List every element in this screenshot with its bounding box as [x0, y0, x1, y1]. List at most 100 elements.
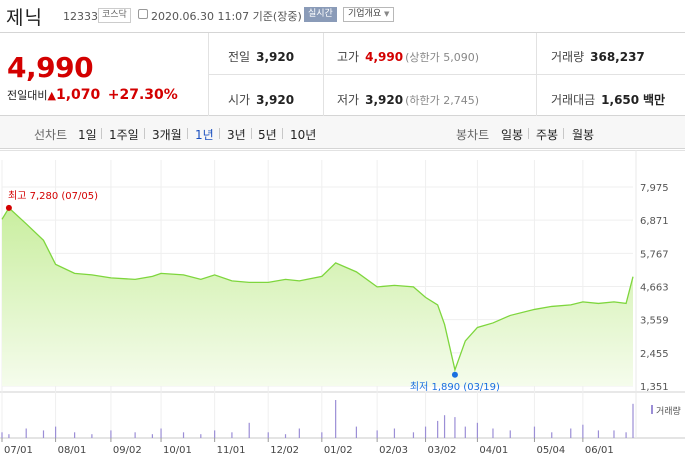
open-price: 시가 3,920	[228, 91, 294, 108]
volume-bar	[284, 434, 287, 438]
company-overview-dropdown[interactable]: 기업개요 ▼	[343, 7, 395, 22]
y-tick-label: 5,767	[640, 249, 669, 260]
divider	[219, 128, 220, 139]
volume-bar	[492, 428, 494, 438]
volume-bar	[437, 420, 439, 438]
volume-bar	[160, 428, 162, 438]
price-chart: 7,975 6,871 5,767 4,663 3,559 2,455 1,351 07/01…	[0, 150, 685, 460]
candle-weekly[interactable]: 주봉	[536, 128, 559, 142]
divider	[563, 128, 564, 139]
period-1w[interactable]: 1주일	[109, 128, 139, 142]
volume-bar	[582, 424, 584, 438]
amount-label: 거래대금	[551, 93, 596, 107]
lower-limit: (하한가 2,745)	[405, 94, 479, 107]
divider	[323, 33, 324, 117]
divider	[144, 128, 145, 139]
divider	[208, 74, 685, 75]
volume-bar	[393, 428, 396, 438]
divider	[251, 128, 252, 139]
volume-bar	[443, 415, 446, 438]
x-tick-label: 12/02	[270, 445, 299, 456]
volume: 거래량 368,237	[551, 48, 645, 65]
x-tick-label: 02/03	[379, 445, 408, 456]
volume-bar	[110, 430, 112, 438]
volume-bar	[321, 432, 323, 438]
prev-close-value: 3,920	[256, 50, 295, 64]
realtime-button[interactable]: 실시간	[304, 7, 337, 22]
clock-icon	[138, 9, 148, 19]
low-value: 3,920	[365, 93, 404, 107]
price-chart-svg: 7,975 6,871 5,767 4,663 3,559 2,455 1,351 07/01…	[0, 150, 685, 456]
company-overview-label: 기업개요	[348, 9, 382, 19]
divider	[528, 128, 529, 139]
candle-chart-label: 봉차트	[456, 128, 490, 142]
period-1d[interactable]: 1일	[78, 128, 97, 142]
stock-code: 123330	[63, 10, 105, 23]
period-10y[interactable]: 10년	[290, 128, 317, 142]
volume-bar	[464, 426, 466, 438]
volume-bar	[509, 430, 511, 438]
prev-close-label: 전일	[228, 50, 251, 64]
volume-bar	[412, 432, 415, 438]
y-tick-label: 4,663	[640, 283, 669, 294]
x-tick-label: 07/01	[4, 445, 33, 456]
price-area	[2, 207, 633, 386]
x-tick-label: 10/01	[163, 445, 192, 456]
period-3m[interactable]: 3개월	[152, 128, 182, 142]
up-arrow-icon: ▲	[47, 89, 56, 102]
volume-bar	[476, 422, 479, 438]
volume-bar	[214, 430, 216, 438]
open-value: 3,920	[256, 93, 295, 107]
x-tick-label: 01/02	[324, 445, 353, 456]
trade-amount: 거래대금 1,650 백만	[551, 91, 665, 108]
line-chart-label: 선차트	[34, 128, 68, 142]
volume-bar	[551, 432, 553, 438]
volume-legend-swatch	[651, 405, 653, 414]
divider	[101, 128, 102, 139]
volume-bar	[151, 434, 154, 438]
volume-bar	[298, 428, 300, 438]
x-tick-label: 11/01	[217, 445, 246, 456]
volume-bar	[8, 434, 10, 438]
x-tick-label: 04/01	[479, 445, 508, 456]
y-tick-label: 2,455	[640, 349, 669, 360]
current-price: 4,990	[7, 51, 94, 84]
volume-bar	[454, 417, 456, 438]
volume-bar	[533, 426, 536, 438]
y-tick-label: 3,559	[640, 316, 669, 327]
candle-monthly[interactable]: 월봉	[572, 128, 595, 142]
low-label: 저가	[337, 93, 360, 107]
low-marker	[451, 371, 458, 378]
volume-bar	[248, 422, 250, 438]
volume-bar	[1, 432, 3, 438]
high-label: 고가	[337, 50, 360, 64]
period-3y[interactable]: 3년	[227, 128, 246, 142]
change-label: 전일대비	[7, 89, 48, 102]
high-annotation: 최고 7,280 (07/05)	[8, 190, 98, 202]
volume-bar	[54, 426, 57, 438]
change-percent: +27.30%	[107, 87, 178, 103]
quote-panel: 4,990 전일대비▲1,070 +27.30% 전일 3,920 고가 4,990…	[0, 32, 685, 117]
x-tick-label: 03/02	[428, 445, 457, 456]
low-annotation: 최저 1,890 (03/19)	[410, 381, 500, 393]
volume-bar	[376, 430, 378, 438]
volume-bar	[355, 426, 357, 438]
x-tick-label: 09/02	[113, 445, 142, 456]
volume-bar	[200, 434, 202, 438]
price-change: 전일대비▲1,070 +27.30%	[7, 87, 178, 103]
period-5y[interactable]: 5년	[258, 128, 277, 142]
high-marker	[5, 204, 12, 211]
candle-daily[interactable]: 일봉	[501, 128, 524, 142]
volume-bar	[74, 432, 76, 438]
stock-name: 제닉	[6, 7, 43, 29]
period-1y[interactable]: 1년	[195, 128, 214, 142]
x-tick-label: 05/04	[536, 445, 565, 456]
volume-bar	[335, 400, 337, 438]
y-tick-label: 6,871	[640, 216, 669, 227]
chart-toolbar: 선차트 1일 1주일 3개월 1년 3년 5년 10년 봉차트 일봉 주봉 월봉	[0, 116, 685, 149]
x-tick-label: 06/01	[585, 445, 614, 456]
low-price: 저가 3,920 (하한가 2,745)	[337, 91, 479, 108]
volume-bar	[42, 430, 45, 438]
volume-bar	[613, 430, 615, 438]
divider	[282, 128, 283, 139]
